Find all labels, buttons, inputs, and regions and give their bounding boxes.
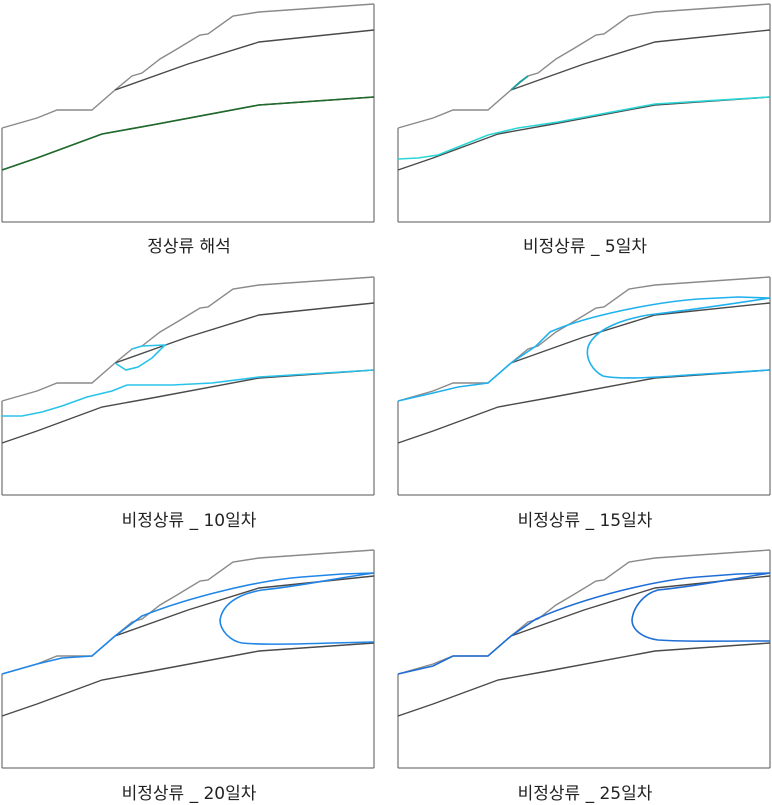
diagram-panel-day15 bbox=[397, 276, 772, 496]
perched-water-zone bbox=[114, 344, 168, 371]
phreatic-line-lower bbox=[2, 369, 375, 417]
phreatic-line bbox=[1, 96, 375, 171]
panel-caption: 비정상류 _ 25일차 bbox=[517, 784, 653, 804]
phreatic-line-upper bbox=[510, 75, 529, 91]
slope-section-svg bbox=[397, 549, 771, 769]
ground-surface-line bbox=[1, 276, 375, 402]
slope-section-svg bbox=[1, 3, 375, 223]
bedrock-boundary-line bbox=[1, 642, 375, 717]
slope-section-svg bbox=[397, 3, 771, 223]
panel-caption: 비정상류 _ 15일차 bbox=[517, 511, 653, 531]
diagram-panel-steady bbox=[1, 3, 376, 223]
slope-section-svg bbox=[397, 276, 771, 496]
panel-caption: 비정상류 _ 10일차 bbox=[121, 511, 257, 531]
phreatic-line bbox=[397, 296, 771, 402]
layer-boundary-line bbox=[510, 302, 771, 364]
bedrock-boundary-line bbox=[397, 642, 771, 717]
bedrock-boundary-line bbox=[397, 369, 771, 444]
phreatic-line-lower bbox=[397, 96, 771, 160]
bedrock-boundary-line bbox=[1, 369, 375, 444]
ground-surface-line bbox=[1, 3, 375, 129]
ground-surface-line bbox=[1, 549, 375, 675]
phreatic-line bbox=[1, 572, 375, 675]
panel-caption: 정상류 해석 bbox=[147, 237, 231, 257]
slope-section-svg bbox=[1, 549, 375, 769]
ground-surface-line bbox=[397, 3, 771, 129]
layer-boundary-line bbox=[510, 575, 771, 637]
layer-boundary-line bbox=[510, 29, 771, 91]
diagram-panel-day5 bbox=[397, 3, 772, 223]
diagram-panel-day10 bbox=[1, 276, 376, 496]
panel-caption: 비정상류 _ 20일차 bbox=[121, 784, 257, 804]
diagram-panel-day25 bbox=[397, 549, 772, 769]
bedrock-boundary-line bbox=[397, 96, 771, 171]
bedrock-boundary-line bbox=[1, 96, 375, 171]
ground-surface-line bbox=[397, 276, 771, 402]
panel-caption: 비정상류 _ 5일차 bbox=[523, 237, 647, 257]
layer-boundary-line bbox=[114, 29, 375, 91]
layer-boundary-line bbox=[114, 575, 375, 637]
phreatic-line bbox=[397, 572, 771, 675]
layer-boundary-line bbox=[114, 302, 375, 364]
diagram-panel-day20 bbox=[1, 549, 376, 769]
slope-section-svg bbox=[1, 276, 375, 496]
